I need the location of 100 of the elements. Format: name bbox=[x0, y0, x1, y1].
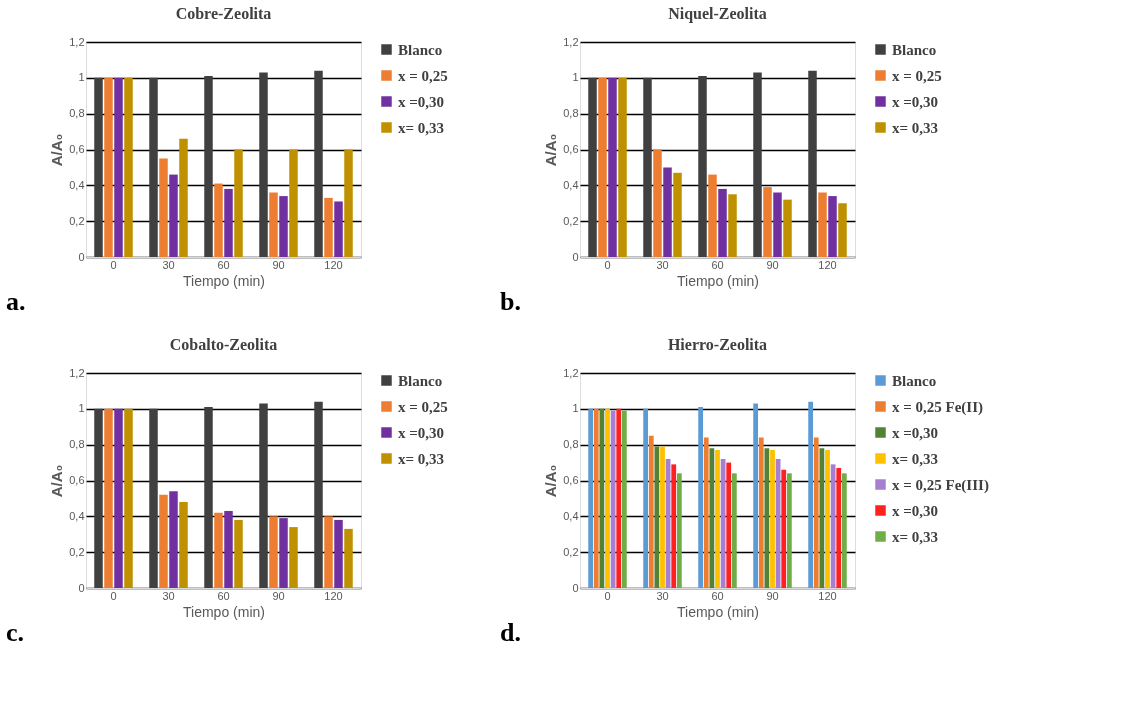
y-tick-label: 1,2 bbox=[69, 35, 85, 48]
x-tick-label: 120 bbox=[324, 258, 343, 271]
bar bbox=[836, 467, 842, 588]
y-tick-label: 0,6 bbox=[563, 474, 579, 486]
legend-label: x= 0,33 bbox=[892, 119, 939, 136]
bar bbox=[728, 194, 737, 257]
legend-label: x =0,30 bbox=[398, 424, 445, 441]
bar bbox=[224, 510, 233, 588]
bar bbox=[663, 167, 672, 257]
bar bbox=[654, 446, 660, 588]
bar bbox=[660, 446, 665, 588]
y-tick-label: 0,4 bbox=[563, 509, 579, 522]
bar bbox=[124, 408, 133, 588]
bar bbox=[94, 408, 103, 588]
chart-title: Cobalto-Zeolita bbox=[169, 336, 278, 353]
x-axis-title: Tiempo (min) bbox=[677, 603, 759, 620]
legend-label: x =0,30 bbox=[398, 93, 445, 110]
bar bbox=[204, 76, 213, 257]
bar bbox=[648, 435, 654, 588]
bar bbox=[605, 408, 610, 588]
x-axis-title: Tiempo (min) bbox=[183, 272, 265, 289]
x-tick-label: 0 bbox=[604, 258, 611, 271]
legend-label: Blanco bbox=[398, 372, 443, 389]
bar bbox=[324, 516, 333, 588]
bar bbox=[234, 519, 243, 588]
bar bbox=[279, 518, 288, 588]
bar bbox=[599, 408, 605, 588]
bar bbox=[709, 448, 715, 588]
x-tick-label: 120 bbox=[818, 589, 837, 602]
bar bbox=[334, 201, 343, 257]
legend-label: x =0,30 bbox=[892, 93, 939, 110]
legend-label: x = 0,25 Fe(II) bbox=[892, 398, 984, 416]
bar bbox=[781, 469, 787, 588]
bar bbox=[758, 437, 764, 588]
y-tick-label: 1,2 bbox=[563, 35, 579, 48]
y-tick-label: 0 bbox=[78, 581, 85, 594]
bar bbox=[259, 403, 268, 588]
bar bbox=[830, 464, 836, 588]
bar bbox=[703, 437, 709, 588]
bar bbox=[259, 72, 268, 257]
bar bbox=[775, 459, 781, 588]
x-tick-label: 120 bbox=[324, 589, 343, 602]
text: d. bbox=[500, 618, 521, 647]
legend-label: x =0,30 bbox=[892, 424, 939, 441]
bar bbox=[94, 77, 103, 257]
bar bbox=[643, 408, 649, 588]
chart-title: Cobre-Zeolita bbox=[175, 5, 272, 22]
bar bbox=[314, 70, 323, 257]
bar bbox=[764, 448, 770, 588]
legend-label: x = 0,25 Fe(III) bbox=[892, 476, 989, 494]
x-tick-label: 60 bbox=[711, 258, 724, 271]
bar bbox=[720, 459, 726, 588]
bar bbox=[314, 401, 323, 588]
y-tick-label: 0,8 bbox=[563, 107, 579, 120]
y-tick-label: 1 bbox=[78, 402, 85, 415]
x-tick-label: 0 bbox=[110, 589, 117, 602]
y-tick-label: 1,2 bbox=[69, 366, 85, 379]
legend-label: x= 0,33 bbox=[398, 119, 445, 136]
bar bbox=[653, 149, 662, 257]
bar bbox=[204, 407, 213, 588]
x-axis-title: Tiempo (min) bbox=[183, 603, 265, 620]
y-tick-label: 0,8 bbox=[69, 438, 85, 451]
legend-label: x =0,30 bbox=[892, 502, 939, 519]
bar bbox=[773, 192, 782, 257]
bar bbox=[124, 77, 133, 257]
bar bbox=[841, 473, 847, 588]
bar bbox=[753, 403, 759, 588]
legend-label: x = 0,25 bbox=[398, 67, 448, 84]
x-tick-label: 90 bbox=[766, 258, 779, 271]
y-tick-label: 0,8 bbox=[563, 438, 579, 451]
bar bbox=[783, 199, 792, 257]
bar bbox=[344, 149, 353, 257]
bar bbox=[731, 473, 737, 588]
y-tick-label: 0,6 bbox=[563, 143, 579, 155]
bar bbox=[289, 527, 298, 588]
bar bbox=[770, 450, 775, 588]
chart-title: Hierro-Zeolita bbox=[667, 336, 768, 353]
y-tick-label: 0,8 bbox=[69, 107, 85, 120]
legend-label: x= 0,33 bbox=[892, 450, 939, 467]
x-tick-label: 90 bbox=[272, 589, 285, 602]
bar bbox=[698, 76, 707, 257]
bar bbox=[708, 174, 717, 257]
bar bbox=[334, 519, 343, 588]
y-tick-label: 0,2 bbox=[69, 545, 85, 558]
y-tick-label: 0,4 bbox=[69, 178, 85, 191]
bar bbox=[279, 196, 288, 257]
bar bbox=[676, 473, 682, 588]
bar bbox=[149, 77, 158, 257]
bar bbox=[726, 462, 732, 588]
x-tick-label: 90 bbox=[272, 258, 285, 271]
bar bbox=[621, 410, 627, 588]
bar bbox=[588, 408, 594, 588]
legend-label: Blanco bbox=[892, 41, 937, 58]
y-tick-label: 0,6 bbox=[69, 474, 85, 486]
bar bbox=[763, 187, 772, 257]
bar bbox=[159, 158, 168, 257]
y-tick-label: 0 bbox=[572, 250, 579, 263]
bar bbox=[179, 502, 188, 588]
bar bbox=[715, 450, 720, 588]
y-tick-label: 1 bbox=[78, 71, 85, 84]
